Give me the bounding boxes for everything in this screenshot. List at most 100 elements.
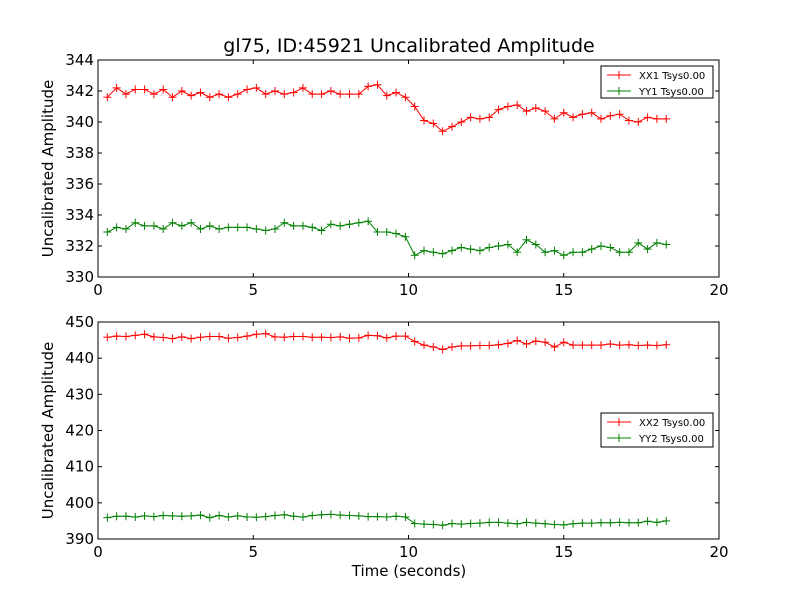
- data-point: [615, 248, 624, 257]
- data-point: [559, 108, 568, 117]
- data-point: [280, 218, 289, 227]
- data-point: [103, 513, 112, 522]
- data-point: [121, 512, 130, 521]
- data-point: [336, 90, 345, 99]
- data-point: [494, 242, 503, 250]
- data-point: [578, 341, 587, 350]
- legend-entry-label: XX1 Tsys0.00: [639, 71, 705, 82]
- data-point: [354, 218, 363, 227]
- data-point: [364, 331, 373, 340]
- data-point: [364, 217, 373, 226]
- data-point: [168, 218, 177, 227]
- data-point: [606, 243, 615, 252]
- data-point: [485, 113, 494, 122]
- data-point: [149, 221, 158, 230]
- legend-swatch-marker: [615, 418, 623, 426]
- data-point: [587, 108, 596, 117]
- data-point: [652, 114, 661, 123]
- data-point: [485, 518, 494, 527]
- data-point: [569, 341, 578, 350]
- data-point: [531, 104, 540, 113]
- data-point: [215, 90, 224, 99]
- data-point: [531, 240, 540, 249]
- data-point: [410, 519, 419, 528]
- data-point: [270, 332, 279, 341]
- data-point: [224, 334, 233, 343]
- data-point: [345, 220, 354, 229]
- data-point: [317, 226, 326, 235]
- data-point: [326, 87, 335, 95]
- data-point: [541, 519, 550, 528]
- data-point: [587, 519, 596, 528]
- data-point: [429, 520, 438, 529]
- data-point: [513, 336, 522, 345]
- data-point: [392, 332, 401, 341]
- top-series-xx: [103, 80, 671, 136]
- data-point: [336, 511, 345, 520]
- data-point: [121, 332, 130, 341]
- data-point: [196, 224, 205, 233]
- data-point: [159, 511, 168, 520]
- top-y-axis-label: Uncalibrated Amplitude: [39, 80, 57, 257]
- bottom-y-tick-label: 450: [65, 313, 94, 331]
- data-point: [606, 111, 615, 120]
- data-point: [597, 242, 606, 250]
- data-point: [280, 510, 289, 519]
- bottom-x-tick-label: 20: [709, 543, 728, 561]
- data-point: [522, 340, 531, 349]
- data-point: [606, 340, 615, 349]
- data-point: [447, 519, 456, 528]
- data-point: [457, 118, 466, 126]
- data-point: [280, 333, 289, 342]
- data-point: [401, 332, 410, 341]
- data-point: [615, 110, 624, 119]
- data-point: [662, 516, 671, 525]
- data-point: [643, 517, 652, 526]
- bottom-legend: XX2 Tsys0.00 YY2 Tsys0.00: [600, 412, 714, 448]
- data-point: [466, 519, 475, 528]
- data-point: [215, 332, 224, 341]
- data-point: [485, 243, 494, 252]
- data-point: [550, 246, 559, 255]
- data-point: [131, 331, 140, 340]
- legend-swatch-marker: [615, 71, 623, 79]
- data-point: [252, 513, 261, 522]
- data-point: [336, 332, 345, 341]
- data-point: [382, 512, 391, 521]
- legend-entry-label: XX2 Tsys0.00: [639, 418, 705, 429]
- data-point: [121, 90, 130, 99]
- data-point: [252, 330, 261, 339]
- data-point: [280, 90, 289, 99]
- bottom-y-axis-label: Uncalibrated Amplitude: [39, 342, 57, 519]
- data-point: [252, 224, 261, 233]
- data-point: [308, 511, 317, 520]
- data-point: [326, 510, 335, 519]
- data-point: [298, 512, 307, 521]
- data-point: [373, 331, 382, 340]
- data-point: [550, 342, 559, 351]
- data-point: [177, 221, 186, 230]
- data-point: [345, 511, 354, 520]
- data-point: [317, 333, 326, 342]
- data-point: [615, 518, 624, 527]
- data-point: [112, 512, 121, 521]
- data-point: [177, 87, 186, 95]
- data-point: [643, 341, 652, 350]
- top-x-tick-label: 20: [709, 281, 728, 299]
- data-point: [438, 249, 447, 258]
- data-point: [624, 248, 633, 257]
- data-point: [597, 341, 606, 350]
- data-point: [131, 218, 140, 227]
- data-point: [159, 224, 168, 233]
- data-point: [513, 248, 522, 257]
- data-point: [438, 521, 447, 530]
- data-point: [243, 332, 252, 341]
- data-point: [420, 116, 429, 125]
- top-y-tick-label: 342: [65, 82, 94, 100]
- data-point: [289, 88, 298, 97]
- data-point: [615, 341, 624, 350]
- data-point: [606, 518, 615, 527]
- top-legend: XX1 Tsys0.00 YY1 Tsys0.00: [600, 65, 714, 99]
- data-point: [522, 107, 531, 116]
